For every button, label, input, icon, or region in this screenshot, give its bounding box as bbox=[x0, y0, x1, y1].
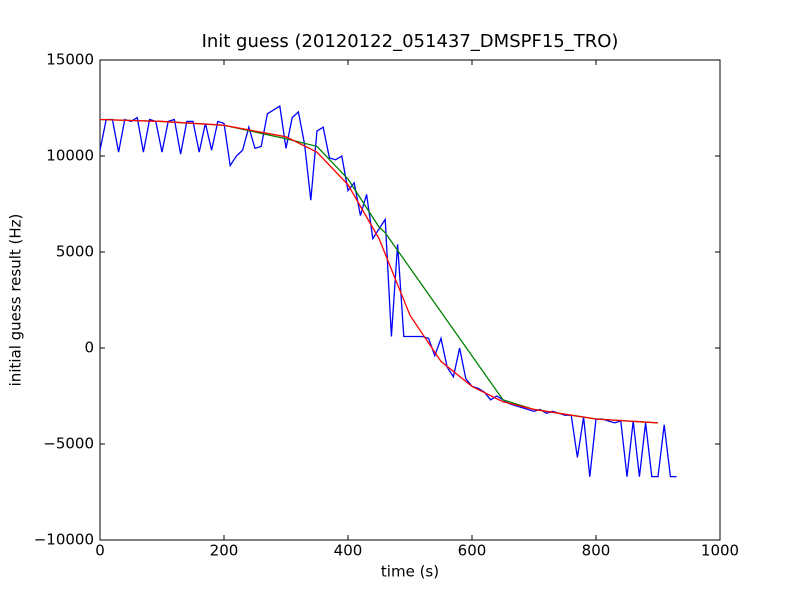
series-line bbox=[99, 105, 677, 478]
series-line bbox=[99, 118, 659, 424]
series-line bbox=[99, 118, 659, 424]
x-tick-label: 1000 bbox=[701, 542, 739, 560]
x-tick-label: 0 bbox=[95, 542, 105, 560]
y-tick-label: 5000 bbox=[56, 243, 94, 261]
x-tick-label: 600 bbox=[458, 542, 487, 560]
x-tick-label: 200 bbox=[210, 542, 239, 560]
y-tick-label: 15000 bbox=[46, 51, 94, 69]
x-axis-label: time (s) bbox=[381, 563, 439, 581]
plot-frame bbox=[99, 59, 721, 541]
chart-title: Init guess (20120122_051437_DMSPF15_TRO) bbox=[202, 31, 619, 52]
y-tick-label: −5000 bbox=[43, 435, 94, 453]
x-tick-label: 400 bbox=[334, 542, 363, 560]
x-tick-label: 800 bbox=[582, 542, 611, 560]
y-tick-label: 10000 bbox=[46, 147, 94, 165]
y-axis-label: initial guess result (Hz) bbox=[7, 214, 25, 387]
y-tick-label: 0 bbox=[84, 339, 94, 357]
y-tick-label: −10000 bbox=[34, 531, 94, 549]
